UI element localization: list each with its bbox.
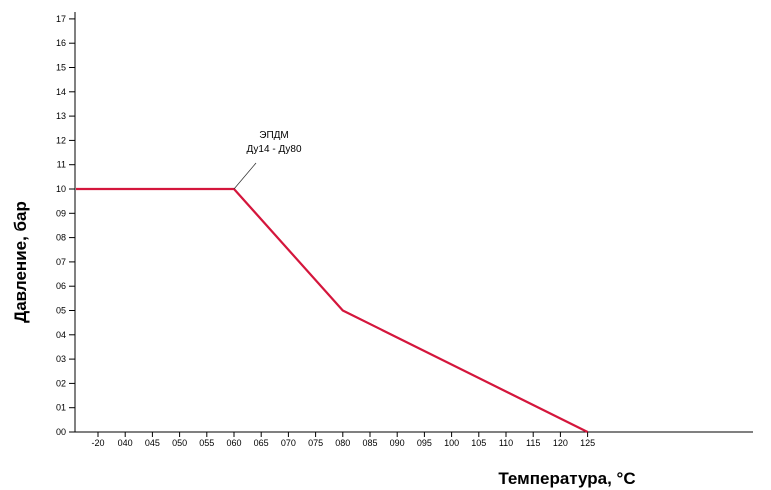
x-axis-ticks: -20 040 045 050 055 060 065 070 075 080 085 090 095 1… (91, 432, 595, 448)
y-tick-label: 09 (56, 208, 66, 218)
y-tick-label: 08 (56, 233, 66, 243)
x-tick-label: 100 (444, 438, 459, 448)
x-tick-label: 085 (362, 438, 377, 448)
y-tick-label: 02 (56, 378, 66, 388)
x-tick-label: 115 (526, 438, 540, 448)
series-layer (76, 187, 589, 433)
y-tick-label: 12 (56, 135, 66, 145)
y-tick-label: 04 (56, 330, 66, 340)
y-axis-ticks: 00 01 02 03 04 05 06 07 08 09 10 11 12 13 14 15 16 17 (56, 14, 75, 437)
x-axis-title: Температура, °C (498, 469, 635, 488)
x-tick-label: 110 (499, 438, 513, 448)
y-tick-label: 11 (57, 160, 66, 170)
y-axis-title: Давление, бар (11, 201, 30, 323)
x-tick-label: 120 (553, 438, 568, 448)
y-tick-label: 17 (56, 14, 66, 24)
y-tick-label: 00 (56, 427, 66, 437)
x-tick-label: -20 (91, 438, 104, 448)
y-tick-label: 01 (56, 403, 66, 413)
annotation-label-line-1: ЭПДМ (259, 130, 288, 141)
y-tick-label: 15 (56, 63, 66, 73)
series-line (76, 187, 589, 433)
axes (74, 12, 753, 433)
x-tick-label: 050 (172, 438, 187, 448)
x-tick-label: 105 (471, 438, 486, 448)
x-tick-label: 075 (308, 438, 323, 448)
x-tick-label: 080 (335, 438, 350, 448)
y-tick-label: 13 (56, 111, 66, 121)
x-tick-label: 125 (580, 438, 595, 448)
x-tick-label: 055 (199, 438, 214, 448)
x-tick-label: 060 (226, 438, 241, 448)
y-tick-label: 03 (56, 354, 66, 364)
y-tick-label: 07 (56, 257, 66, 267)
annotation-leader-line (233, 162, 257, 190)
x-tick-label: 070 (281, 438, 296, 448)
x-tick-label: 090 (390, 438, 405, 448)
annotation-label-line-2: Ду14 - Ду80 (246, 144, 302, 155)
x-tick-label: 040 (118, 438, 133, 448)
x-tick-label: 095 (417, 438, 432, 448)
y-tick-label: 10 (56, 184, 66, 194)
y-tick-label: 06 (56, 281, 66, 291)
y-tick-label: 14 (56, 87, 66, 97)
x-tick-label: 045 (145, 438, 160, 448)
annotation-layer: ЭПДМ Ду14 - Ду80 (233, 130, 302, 190)
y-tick-label: 16 (56, 38, 66, 48)
y-tick-label: 05 (56, 306, 66, 316)
x-tick-label: 065 (254, 438, 269, 448)
